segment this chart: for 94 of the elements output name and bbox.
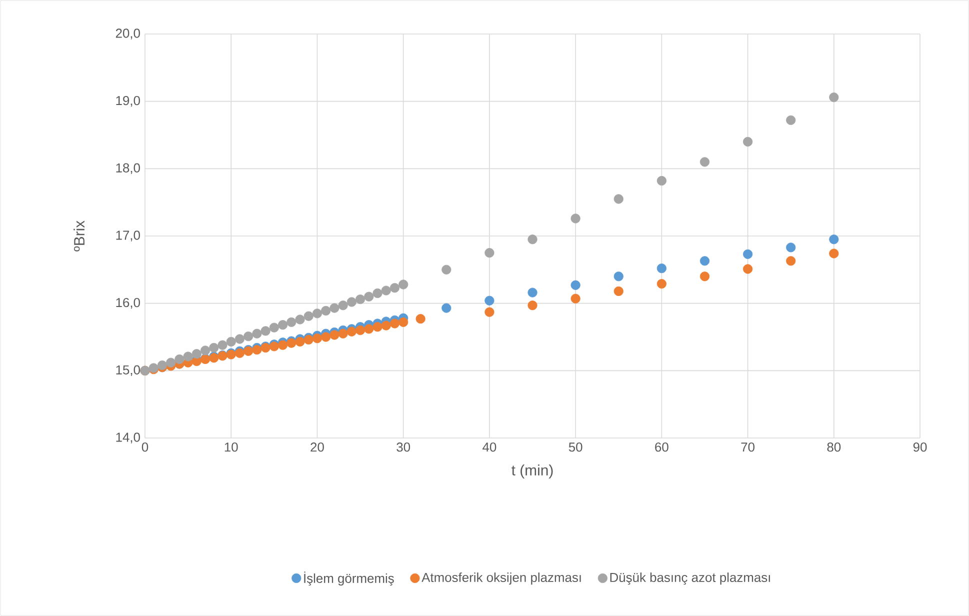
point [700,256,710,266]
x-axis-title: t (min) [512,464,553,478]
point [656,176,666,186]
x-tick-label: 40 [482,442,496,452]
point [742,264,753,274]
x-tick-label: 30 [396,442,410,452]
point [484,307,494,317]
point [226,336,236,347]
point [398,317,408,327]
point [786,115,796,125]
point [338,300,348,310]
point [570,280,580,290]
x-tick-label: 60 [655,442,668,452]
point [295,314,305,324]
point [372,288,382,298]
point [381,320,391,330]
point [570,214,580,224]
y-tick-label: 19,0 [116,96,140,107]
point [656,279,666,289]
point [218,340,228,350]
point [829,248,839,258]
point [484,296,494,306]
point [312,308,322,318]
point [390,283,400,293]
legend-label: Düşük basınç azot plazması [610,572,770,585]
point [700,272,710,282]
point [364,292,374,302]
point [381,286,391,296]
point [338,328,348,338]
y-tick-label: 20,0 [116,28,140,40]
point [614,272,624,282]
x-tick-label: 80 [827,442,841,452]
point [330,303,340,313]
point [174,354,184,364]
point [656,264,666,274]
legend-label: İşlem görmemiş [304,572,394,586]
point [742,249,753,259]
point [200,346,210,356]
point [700,157,710,167]
point [786,242,796,252]
legend-label: Atmosferik oksijen plazması [422,572,581,585]
point [166,358,176,368]
point [398,280,408,290]
point [829,92,839,102]
point [355,325,366,336]
y-tick-label: 18,0 [116,163,140,174]
x-tick-label: 20 [310,442,324,452]
point [304,311,314,321]
x-tick-label: 10 [224,442,238,452]
point [278,340,288,350]
point [570,294,580,304]
point [786,256,796,266]
point [390,318,400,328]
point [528,234,538,244]
point [295,336,305,347]
point [209,342,219,353]
point [286,317,296,327]
point [183,352,193,362]
point [614,194,624,204]
point [614,286,624,296]
x-tick-label: 0 [142,442,148,452]
point [278,320,288,330]
point [269,322,279,332]
y-axis-title: ºBrix [74,220,84,252]
point [321,332,331,342]
point [442,264,452,274]
point [330,330,340,340]
point [192,349,202,359]
point [321,306,331,316]
point [312,334,322,344]
point [252,328,262,338]
y-tick-label: 14,0 [116,432,140,444]
point [829,234,839,244]
point [372,322,382,332]
x-tick-label: 50 [568,442,582,452]
point [442,303,452,313]
x-tick-label: 90 [913,442,927,452]
point [364,324,374,334]
point [742,136,753,147]
point [416,314,426,324]
point [157,360,168,370]
y-tick-label: 17,0 [116,230,140,242]
y-tick-label: 15,0 [116,365,140,376]
point [346,297,356,307]
point [484,248,494,258]
point [528,300,538,310]
point [234,334,245,344]
x-tick-label: 70 [741,442,754,452]
point [528,288,538,298]
point [260,326,270,336]
point [346,326,356,336]
point [355,294,366,304]
y-tick-label: 16,0 [116,298,140,309]
point [244,332,254,342]
